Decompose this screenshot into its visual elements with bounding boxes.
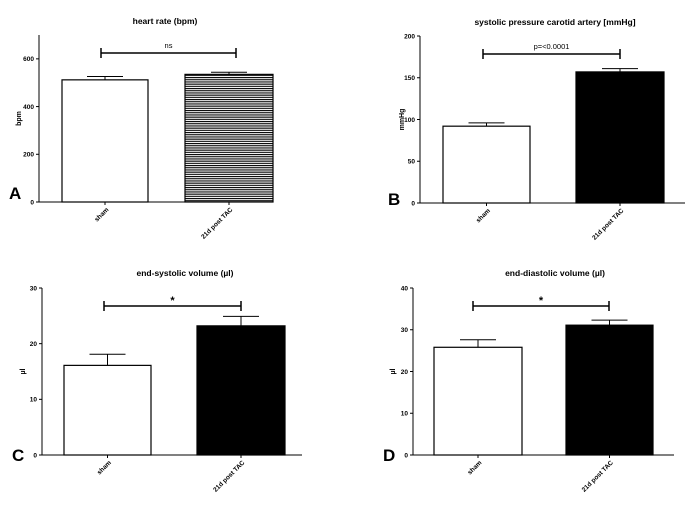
chart-b-y-tick-label: 0 <box>411 200 415 207</box>
chart-b-y-label: mmHg <box>399 109 406 131</box>
chart-c-y-tick-label: 30 <box>30 285 38 292</box>
chart-c-y-tick-label: 0 <box>33 452 37 459</box>
chart-d-panel-letter: D <box>383 446 395 465</box>
chart-a-y-tick-label: 200 <box>23 152 34 159</box>
chart-b-y-tick-label: 150 <box>404 75 415 82</box>
chart-a-bar-sham <box>61 79 149 203</box>
chart-a-x-tick-label: sham <box>93 206 110 223</box>
chart-b-y-tick-label: 200 <box>404 33 415 40</box>
chart-c-panel-letter: C <box>12 446 24 465</box>
chart-c-bar-tac <box>196 325 286 456</box>
chart-b-x-tick-label: sham <box>475 207 492 224</box>
chart-c-y-label: µl <box>20 368 27 374</box>
chart-a-x-tick-label: 21d post TAC <box>200 206 234 240</box>
chart-b-x-tick-label: 21d post TAC <box>591 207 625 241</box>
chart-c-y-tick-label: 20 <box>30 341 38 348</box>
chart-a-title: heart rate (bpm) <box>133 16 198 26</box>
chart-c-x-tick-label: 21d post TAC <box>212 459 246 493</box>
chart-d-x-tick-label: sham <box>466 459 483 476</box>
chart-c-y-tick-label: 10 <box>30 397 38 404</box>
chart-b-title: systolic pressure carotid artery [mmHg] <box>474 17 635 27</box>
chart-d-bar-tac <box>565 324 654 456</box>
chart-a-y-tick-label: 600 <box>23 56 34 63</box>
chart-d-bar-sham <box>433 346 523 456</box>
chart-c-x-tick-label: sham <box>96 459 113 476</box>
chart-b-significance-label: p=<0.0001 <box>534 42 570 51</box>
chart-a-bar-tac <box>184 73 274 203</box>
chart-a-panel-letter: A <box>9 184 21 203</box>
chart-b-y-tick-label: 100 <box>404 117 415 124</box>
chart-d-y-tick-label: 0 <box>404 452 408 459</box>
chart-d-significance-label: * <box>539 295 544 307</box>
chart-d-title: end-diastolic volume (µl) <box>505 268 605 278</box>
chart-a-significance-label: ns <box>165 41 173 50</box>
chart-a-y-tick-label: 400 <box>23 104 34 111</box>
chart-d-y-label: µl <box>390 368 397 374</box>
chart-a-y-label: bpm <box>16 111 23 126</box>
chart-c-title: end-systolic volume (µl) <box>137 268 234 278</box>
chart-c-significance-label: * <box>170 295 175 307</box>
chart-a-y-tick-label: 0 <box>30 199 34 206</box>
chart-d-y-tick-label: 10 <box>401 411 409 418</box>
chart-d-y-tick-label: 30 <box>401 327 409 334</box>
chart-b-panel-letter: B <box>388 190 400 209</box>
chart-c-bar-sham <box>63 364 152 456</box>
chart-d-y-tick-label: 20 <box>401 369 409 376</box>
chart-d-y-tick-label: 40 <box>401 285 409 292</box>
chart-b-y-tick-label: 50 <box>408 159 416 166</box>
chart-d-x-tick-label: 21d post TAC <box>581 459 615 493</box>
chart-b-bar-sham <box>442 125 531 204</box>
chart-b-bar-tac <box>575 71 665 204</box>
